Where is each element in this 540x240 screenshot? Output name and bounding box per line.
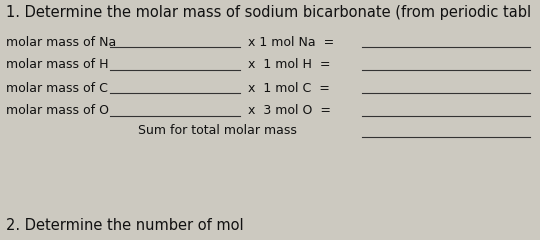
Text: 2. Determine the number of mol: 2. Determine the number of mol (6, 218, 244, 234)
Text: Sum for total molar mass: Sum for total molar mass (138, 124, 297, 137)
Text: molar mass of C: molar mass of C (6, 82, 108, 95)
Text: molar mass of Na: molar mass of Na (6, 36, 116, 48)
Text: x  1 mol C  =: x 1 mol C = (248, 82, 330, 95)
Text: x 1 mol Na  =: x 1 mol Na = (248, 36, 334, 48)
Text: molar mass of H: molar mass of H (6, 59, 109, 72)
Text: x  3 mol O  =: x 3 mol O = (248, 104, 331, 118)
Text: molar mass of O: molar mass of O (6, 104, 109, 118)
Text: x  1 mol H  =: x 1 mol H = (248, 59, 330, 72)
Text: 1. Determine the molar mass of sodium bicarbonate (from periodic tabl: 1. Determine the molar mass of sodium bi… (6, 5, 531, 19)
